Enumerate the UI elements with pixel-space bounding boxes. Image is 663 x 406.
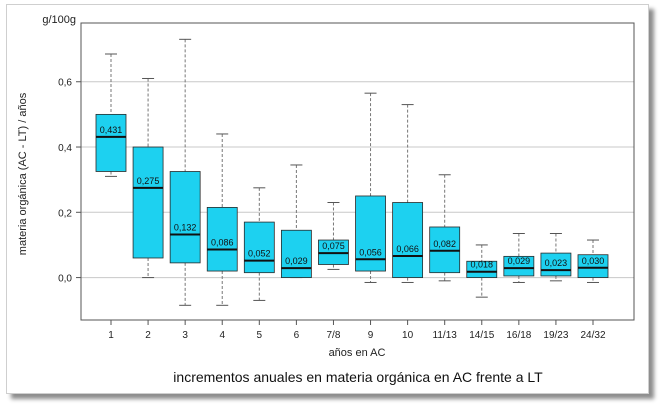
median-label: 0,023 [545,258,568,268]
y-axis-ticks: 0,0 0,2 0,4 0,6 [58,78,81,285]
x-tick-label: 10 [402,330,414,341]
box-11: 0,018 [466,244,498,298]
x-tick-label: 2 [145,330,151,341]
x-tick-label: 1 [108,330,114,341]
box-5: 0,052 [243,187,275,301]
median-label: 0,030 [582,256,605,266]
chart-frame [6,4,649,394]
box-iqr [392,202,424,278]
chart-caption: incrementos anuales en materia orgánica … [173,369,543,385]
y-tick-label: 0,6 [58,78,72,89]
box-1: 0,431 [95,53,127,177]
x-tick-label: 5 [257,330,263,341]
median-label: 0,075 [322,241,345,251]
x-axis-title: años en AC [329,347,386,359]
median-label: 0,086 [211,238,234,248]
boxes-layer: 0,431 0,275 0,132 0,086 0,052 0,029 0,075 0,056… [95,38,609,306]
box-iqr [243,221,275,274]
box-3: 0,132 [169,38,201,306]
x-tick-label: 3 [182,330,188,341]
y-tick-label: 0,4 [58,143,72,154]
boxplot-chart: 0,00,20,40,6 0,4310,2750,1320,0860,0520,… [17,14,635,385]
median-label: 0,056 [359,247,382,257]
x-tick-label: 9 [368,330,374,341]
x-tick-label: 14/15 [469,330,494,341]
y-unit-label: g/100g [42,14,76,26]
x-tick-label: 16/18 [506,330,531,341]
box-iqr [95,113,127,172]
box-13: 0,023 [540,233,572,282]
box-7: 0,075 [318,202,349,270]
median-label: 0,052 [248,249,271,259]
box-4: 0,086 [206,133,238,306]
median-label: 0,029 [285,256,308,266]
box-9: 0,066 [392,104,424,283]
x-tick-label: 11/13 [433,330,458,341]
box-8: 0,056 [355,92,386,283]
box-iqr [169,171,201,264]
x-tick-label: 4 [219,330,225,341]
x-tick-label: 19/23 [543,330,568,341]
box-iqr [466,260,498,278]
median-label: 0,431 [100,125,123,135]
plot-area-border [80,22,635,321]
x-tick-label: 24/32 [580,330,605,341]
median-label: 0,018 [471,260,494,270]
median-label: 0,066 [396,244,419,254]
x-tick-label: 7/8 [327,330,341,341]
box-iqr [132,146,164,259]
median-label: 0,029 [508,256,531,266]
box-10: 0,082 [429,174,461,282]
median-label: 0,132 [174,222,197,232]
box-14: 0,030 [577,239,609,283]
y-tick-label: 0,2 [58,208,72,219]
box-6: 0,029 [280,164,312,279]
box-12: 0,029 [503,233,535,283]
y-tick-label: 0,0 [58,274,72,285]
box-iqr [280,229,312,278]
median-label: 0,275 [137,176,160,186]
box-iqr [503,255,535,277]
box-iqr [577,254,609,278]
median-label: 0,082 [433,239,456,249]
box-iqr [206,207,238,272]
box-2: 0,275 [132,77,164,279]
y-axis-title: materia orgánica (AC - LT) / años [17,92,29,255]
x-tick-label: 6 [294,330,300,341]
x-axis-ticks: 1 2 3 4 5 6 7/8 9 10 11/13 14/15 16/18 19/23 24/32 [108,320,606,341]
